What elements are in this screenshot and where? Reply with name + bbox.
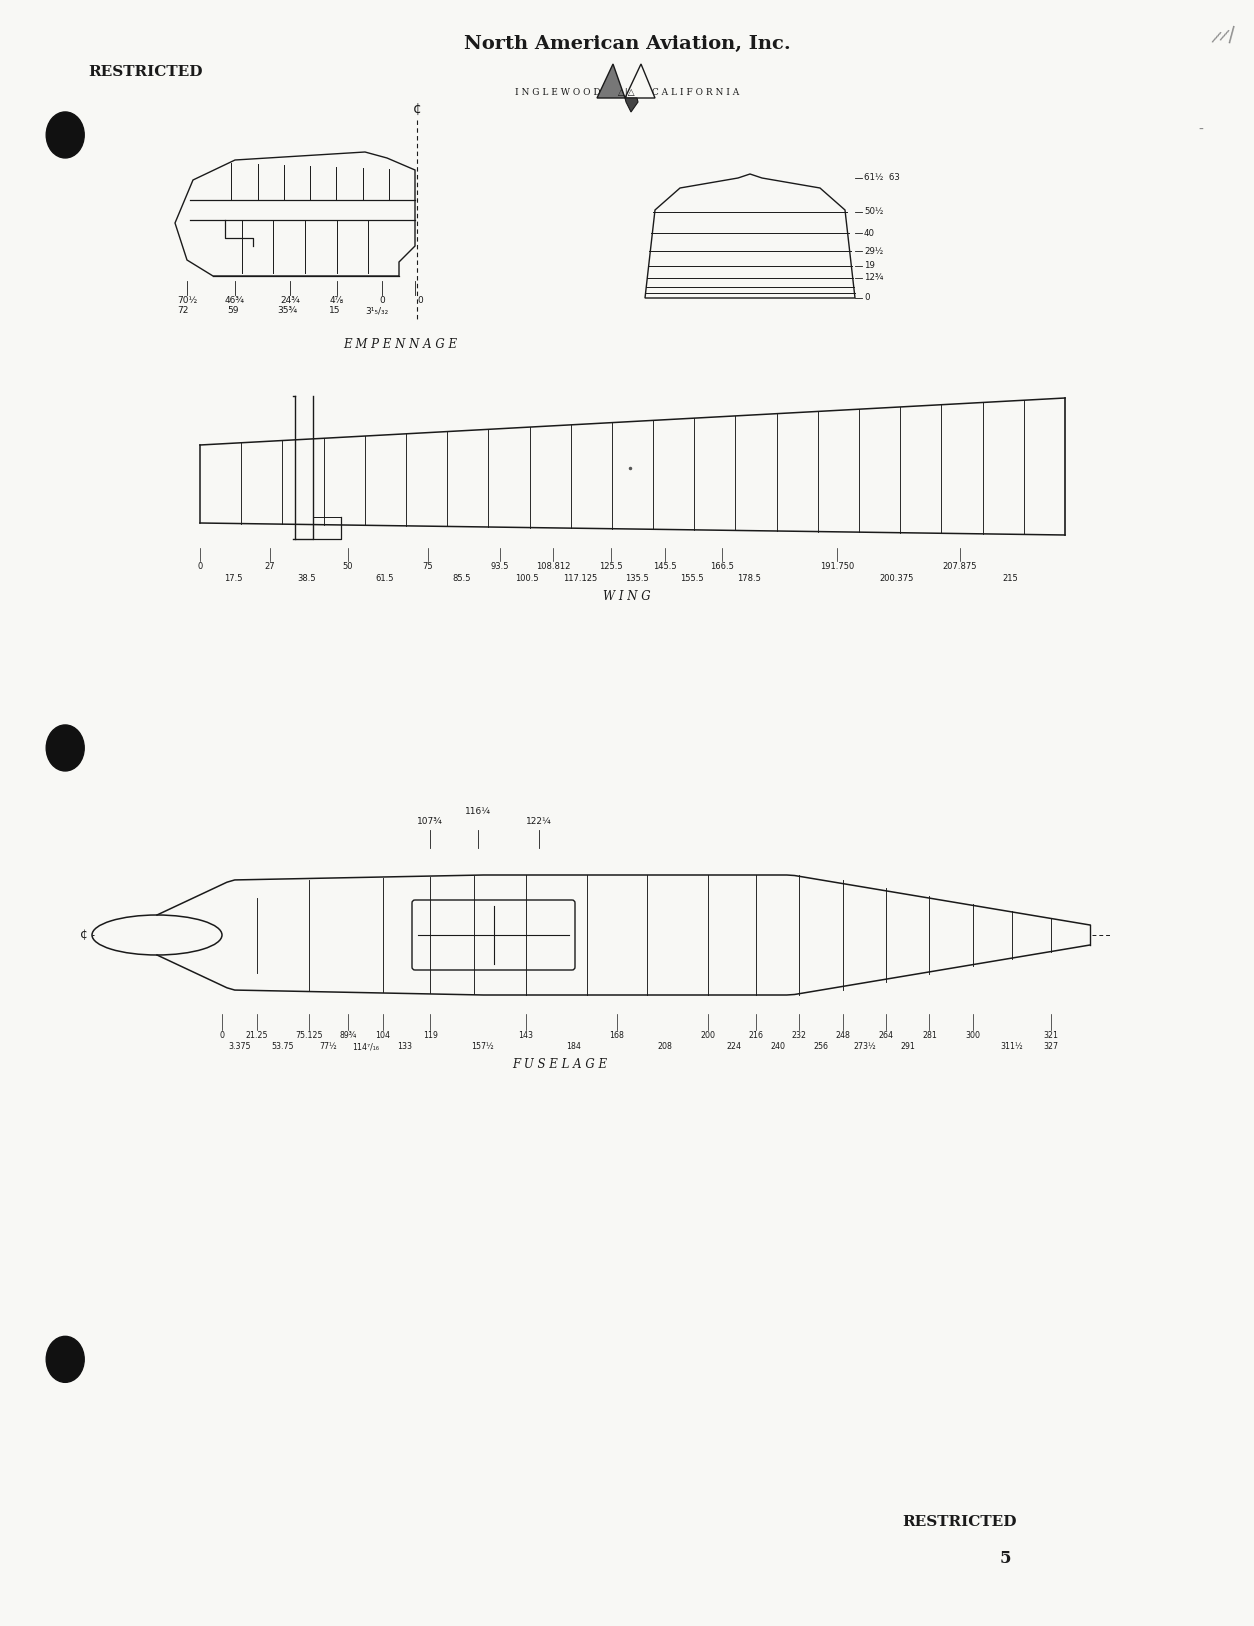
Text: 70½: 70½ (177, 296, 197, 306)
Ellipse shape (46, 112, 84, 158)
Text: 50½: 50½ (864, 207, 883, 216)
Text: 256: 256 (814, 1042, 829, 1050)
Text: 155.5: 155.5 (680, 574, 703, 584)
Text: E M P E N N A G E: E M P E N N A G E (342, 338, 456, 351)
Text: 4⅞: 4⅞ (330, 296, 344, 306)
Text: 40: 40 (864, 229, 875, 237)
Text: 85.5: 85.5 (453, 574, 472, 584)
Text: /: / (1218, 28, 1229, 44)
Text: 166.5: 166.5 (710, 563, 734, 571)
Text: 224: 224 (726, 1042, 741, 1050)
Text: |: | (1226, 26, 1236, 46)
Text: 53.75: 53.75 (272, 1042, 293, 1050)
Text: 133: 133 (396, 1042, 411, 1050)
Text: 107¾: 107¾ (418, 816, 443, 826)
Text: 100.5: 100.5 (515, 574, 539, 584)
Text: 215: 215 (1002, 574, 1018, 584)
Text: 264: 264 (879, 1031, 894, 1041)
Text: 3¹₅/₃₂: 3¹₅/₃₂ (365, 306, 389, 315)
Text: 200: 200 (701, 1031, 716, 1041)
Text: F U S E L A G E: F U S E L A G E (513, 1059, 607, 1072)
Text: 291: 291 (900, 1042, 915, 1050)
Text: 178.5: 178.5 (737, 574, 761, 584)
Text: 61.5: 61.5 (376, 574, 394, 584)
Text: 327: 327 (1043, 1042, 1058, 1050)
Text: 232: 232 (791, 1031, 806, 1041)
Text: North American Aviation, Inc.: North American Aviation, Inc. (464, 36, 790, 54)
Text: 35¾: 35¾ (277, 306, 297, 315)
Text: 157½: 157½ (472, 1042, 494, 1050)
Text: 0: 0 (379, 296, 385, 306)
Text: 0: 0 (219, 1031, 224, 1041)
Text: 114⁷/₁₆: 114⁷/₁₆ (351, 1042, 379, 1050)
Text: 77½: 77½ (319, 1042, 337, 1050)
Text: 5: 5 (999, 1550, 1011, 1566)
Text: /: / (1210, 29, 1221, 46)
Text: 27: 27 (265, 563, 276, 571)
Text: -: - (1198, 124, 1203, 137)
Text: ¢: ¢ (80, 928, 88, 941)
Text: 12¾: 12¾ (864, 273, 883, 281)
Text: 145.5: 145.5 (653, 563, 677, 571)
Text: 72: 72 (177, 306, 188, 315)
Text: 321: 321 (1043, 1031, 1058, 1041)
Text: RESTRICTED: RESTRICTED (88, 65, 202, 80)
Text: 191.750: 191.750 (820, 563, 854, 571)
Text: 104: 104 (375, 1031, 390, 1041)
Polygon shape (597, 63, 624, 98)
Text: 0: 0 (197, 563, 203, 571)
Text: 108.812: 108.812 (535, 563, 571, 571)
Ellipse shape (46, 1337, 84, 1382)
Text: 125.5: 125.5 (599, 563, 623, 571)
Text: ¢: ¢ (413, 102, 421, 117)
Text: 168: 168 (609, 1031, 624, 1041)
Text: 216: 216 (749, 1031, 764, 1041)
Text: 240: 240 (770, 1042, 785, 1050)
Text: 273½: 273½ (853, 1042, 875, 1050)
Text: 17.5: 17.5 (223, 574, 242, 584)
Text: W I N G: W I N G (603, 590, 651, 603)
Text: 75.125: 75.125 (295, 1031, 322, 1041)
Text: 281: 281 (922, 1031, 937, 1041)
Text: 116¼: 116¼ (465, 806, 492, 816)
Text: 21.25: 21.25 (246, 1031, 268, 1041)
Text: 122¼: 122¼ (525, 816, 552, 826)
Text: 3.375: 3.375 (228, 1042, 251, 1050)
Text: 46¾: 46¾ (224, 296, 245, 306)
Text: 75: 75 (423, 563, 434, 571)
Text: 119: 119 (423, 1031, 438, 1041)
Text: 50: 50 (342, 563, 354, 571)
Text: 143: 143 (518, 1031, 533, 1041)
Text: 0: 0 (864, 294, 869, 302)
Text: 117.125: 117.125 (563, 574, 597, 584)
Text: 15: 15 (330, 306, 341, 315)
Text: I N G L E W O O D      △|△      C A L I F O R N I A: I N G L E W O O D △|△ C A L I F O R N I … (515, 88, 739, 98)
Text: 0: 0 (418, 296, 423, 306)
Text: 184: 184 (566, 1042, 581, 1050)
Text: 24¾: 24¾ (280, 296, 300, 306)
Ellipse shape (46, 725, 84, 771)
Text: 135.5: 135.5 (626, 574, 648, 584)
Text: 207.875: 207.875 (943, 563, 977, 571)
Text: 93.5: 93.5 (490, 563, 509, 571)
Text: 311½: 311½ (1001, 1042, 1023, 1050)
Text: 19: 19 (864, 262, 875, 270)
Text: 200.375: 200.375 (880, 574, 914, 584)
Text: 248: 248 (835, 1031, 850, 1041)
Text: 29½: 29½ (864, 247, 883, 255)
Text: 59: 59 (227, 306, 238, 315)
Text: 89¾: 89¾ (340, 1031, 356, 1041)
Text: RESTRICTED: RESTRICTED (903, 1515, 1017, 1528)
Text: 38.5: 38.5 (297, 574, 316, 584)
Text: 300: 300 (966, 1031, 981, 1041)
Text: 61½  63: 61½ 63 (864, 174, 900, 182)
Text: 208: 208 (657, 1042, 672, 1050)
Polygon shape (624, 98, 638, 112)
